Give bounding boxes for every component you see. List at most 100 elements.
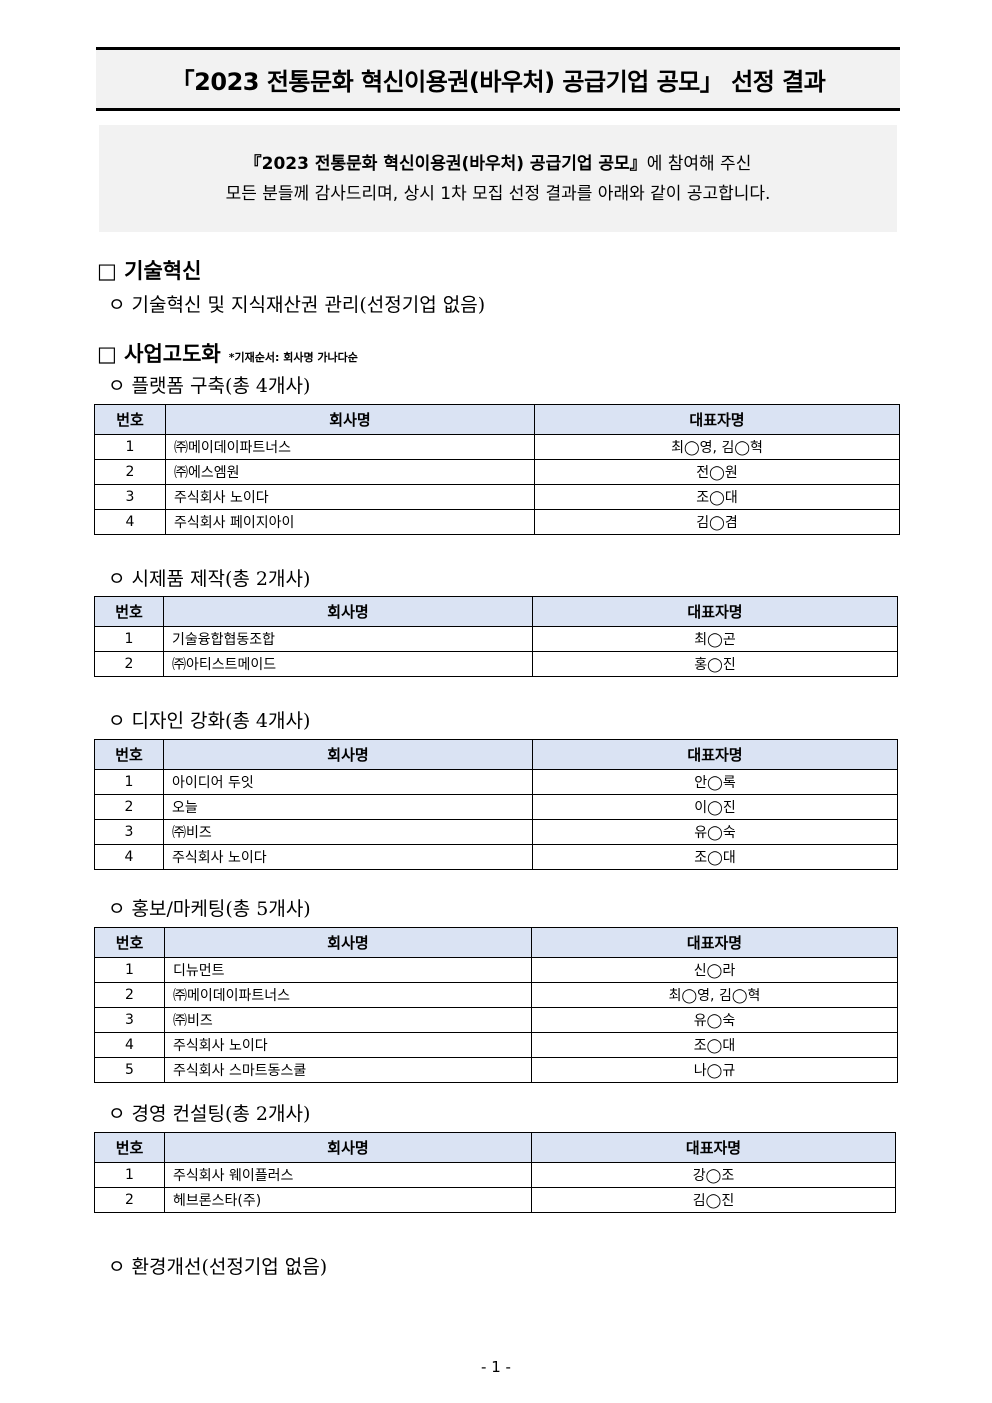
company-name: ㈜비즈	[164, 1007, 532, 1033]
row-number: 2	[94, 459, 166, 485]
representative-name: 최◯영, 김◯혁	[531, 982, 898, 1008]
table-row: 5 주식회사 스마트동스쿨 나◯규	[94, 1057, 898, 1083]
header-representative: 대표자명	[531, 927, 898, 958]
company-table: 번호 회사명 대표자명 1 디뉴먼트 신◯라 2 ㈜메이데이파트너스 최◯영, 김◯혁 3 ㈜비즈 유…	[94, 927, 898, 1083]
company-name: 주식회사 스마트동스쿨	[164, 1057, 532, 1083]
header-representative: 대표자명	[532, 596, 898, 627]
company-table: 번호 회사명 대표자명 1 아이디어 두잇 안◯록 2 오늘 이◯진 3 ㈜비즈 유◯숙 4 주식회사 노…	[94, 739, 898, 870]
company-table: 번호 회사명 대표자명 1 기술융합협동조합 최◯곤 2 ㈜아티스트메이드 홍◯진	[94, 596, 898, 677]
row-number: 2	[94, 651, 164, 677]
representative-name: 강◯조	[531, 1162, 896, 1188]
representative-name: 이◯진	[532, 794, 898, 820]
company-name: 오늘	[163, 794, 533, 820]
row-number: 2	[94, 982, 165, 1008]
representative-name: 김◯진	[531, 1187, 896, 1213]
company-name: ㈜메이데이파트너스	[165, 434, 535, 460]
table-row: 2 ㈜메이데이파트너스 최◯영, 김◯혁	[94, 982, 898, 1008]
company-name: 아이디어 두잇	[163, 769, 533, 795]
table-row: 1 ㈜메이데이파트너스 최◯영, 김◯혁	[94, 434, 900, 460]
representative-name: 조◯대	[531, 1032, 898, 1058]
header-number: 번호	[94, 927, 165, 958]
table-header-row: 번호 회사명 대표자명	[94, 596, 898, 627]
row-number: 1	[94, 434, 166, 460]
representative-name: 홍◯진	[532, 651, 898, 677]
table-header-row: 번호 회사명 대표자명	[94, 927, 898, 958]
company-name: ㈜메이데이파트너스	[164, 982, 532, 1008]
header-number: 번호	[94, 1132, 165, 1163]
table-row: 1 주식회사 웨이플러스 강◯조	[94, 1162, 896, 1188]
intro-line-1-rest: 에 참여해 주신	[646, 154, 752, 174]
representative-name: 유◯숙	[532, 819, 898, 845]
representative-name: 김◯겸	[534, 509, 900, 535]
table-row: 3 ㈜비즈 유◯숙	[94, 819, 898, 845]
table-title: ㅇ 시제품 제작(총 2개사)	[108, 568, 311, 590]
table-row: 4 주식회사 노이다 조◯대	[94, 1032, 898, 1058]
table-title: ㅇ 경영 컨설팅(총 2개사)	[108, 1103, 311, 1125]
table-row: 4 주식회사 노이다 조◯대	[94, 844, 898, 870]
representative-name: 나◯규	[531, 1057, 898, 1083]
intro-line-2: 모든 분들께 감사드리며, 상시 1차 모집 선정 결과를 아래와 같이 공고합…	[225, 184, 771, 204]
table-row: 1 아이디어 두잇 안◯록	[94, 769, 898, 795]
company-name: 주식회사 노이다	[164, 1032, 532, 1058]
company-name: ㈜에스엠원	[165, 459, 535, 485]
header-company: 회사명	[164, 927, 532, 958]
table-title: ㅇ 플랫폼 구축(총 4개사)	[108, 375, 311, 397]
subsection-tech-ip: ㅇ 기술혁신 및 지식재산권 관리(선정기업 없음)	[108, 294, 486, 316]
header-number: 번호	[94, 739, 164, 770]
ordering-note: *기재순서: 회사명 가나다순	[228, 351, 358, 364]
representative-name: 안◯록	[532, 769, 898, 795]
table-title: ㅇ 디자인 강화(총 4개사)	[108, 710, 311, 732]
row-number: 3	[94, 819, 164, 845]
table-row: 2 ㈜에스엠원 전◯원	[94, 459, 900, 485]
row-number: 2	[94, 794, 164, 820]
row-number: 3	[94, 1007, 165, 1033]
company-table: 번호 회사명 대표자명 1 ㈜메이데이파트너스 최◯영, 김◯혁 2 ㈜에스엠원 전◯원 3 주식회…	[94, 404, 900, 535]
company-name: ㈜비즈	[163, 819, 533, 845]
company-table: 번호 회사명 대표자명 1 주식회사 웨이플러스 강◯조 2 헤브론스타(주) 김◯진	[94, 1132, 896, 1213]
row-number: 4	[94, 844, 164, 870]
row-number: 2	[94, 1187, 165, 1213]
intro-contest-name: 『2023 전통문화 혁신이용권(바우처) 공급기업 공모』	[244, 154, 647, 174]
row-number: 5	[94, 1057, 165, 1083]
header-representative: 대표자명	[531, 1132, 896, 1163]
table-header-row: 번호 회사명 대표자명	[94, 404, 900, 435]
table-header-row: 번호 회사명 대표자명	[94, 1132, 896, 1163]
company-name: 주식회사 노이다	[165, 484, 535, 510]
intro-box: 『2023 전통문화 혁신이용권(바우처) 공급기업 공모』에 참여해 주신 모…	[99, 125, 897, 232]
table-row: 2 오늘 이◯진	[94, 794, 898, 820]
header-company: 회사명	[163, 596, 533, 627]
company-name: 헤브론스타(주)	[164, 1187, 532, 1213]
row-number: 3	[94, 484, 166, 510]
table-header-row: 번호 회사명 대표자명	[94, 739, 898, 770]
representative-name: 최◯곤	[532, 626, 898, 652]
header-company: 회사명	[164, 1132, 532, 1163]
header-number: 번호	[94, 404, 166, 435]
representative-name: 유◯숙	[531, 1007, 898, 1033]
table-row: 2 ㈜아티스트메이드 홍◯진	[94, 651, 898, 677]
company-name: 주식회사 웨이플러스	[164, 1162, 532, 1188]
company-name: 주식회사 페이지아이	[165, 509, 535, 535]
section-heading-text: □ 사업고도화	[97, 342, 221, 366]
company-name: 기술융합협동조합	[163, 626, 533, 652]
representative-name: 최◯영, 김◯혁	[534, 434, 900, 460]
representative-name: 조◯대	[534, 484, 900, 510]
table-row: 4 주식회사 페이지아이 김◯겸	[94, 509, 900, 535]
header-representative: 대표자명	[534, 404, 900, 435]
representative-name: 전◯원	[534, 459, 900, 485]
company-name: 주식회사 노이다	[163, 844, 533, 870]
representative-name: 신◯라	[531, 957, 898, 983]
row-number: 1	[94, 626, 164, 652]
row-number: 1	[94, 957, 165, 983]
document-title: 「2023 전통문화 혁신이용권(바우처) 공급기업 공모」 선정 결과	[96, 47, 900, 111]
intro-line-1: 『2023 전통문화 혁신이용권(바우처) 공급기업 공모』에 참여해 주신	[99, 149, 897, 179]
table-row: 3 ㈜비즈 유◯숙	[94, 1007, 898, 1033]
header-number: 번호	[94, 596, 164, 627]
table-title: ㅇ 홍보/마케팅(총 5개사)	[108, 898, 311, 920]
subsection-environment: ㅇ 환경개선(선정기업 없음)	[108, 1256, 328, 1278]
header-company: 회사명	[163, 739, 533, 770]
company-name: ㈜아티스트메이드	[163, 651, 533, 677]
table-row: 2 헤브론스타(주) 김◯진	[94, 1187, 896, 1213]
row-number: 1	[94, 769, 164, 795]
row-number: 4	[94, 509, 166, 535]
table-row: 1 디뉴먼트 신◯라	[94, 957, 898, 983]
